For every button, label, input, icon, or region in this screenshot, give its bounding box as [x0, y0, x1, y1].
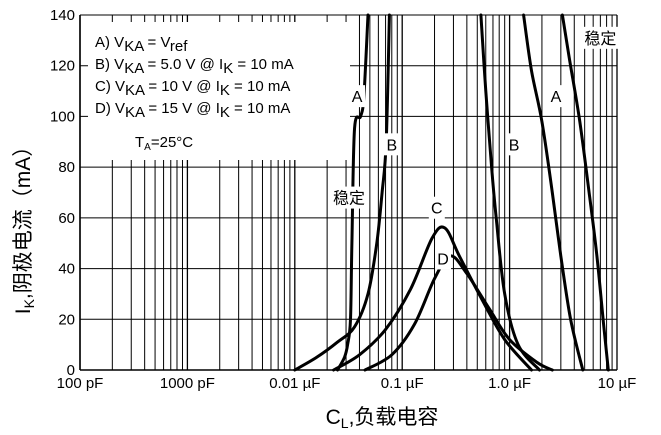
annotation-background — [329, 186, 370, 209]
series-line-c — [332, 225, 533, 372]
series-line-b-right — [479, 13, 541, 372]
series-line-a-right — [522, 13, 585, 372]
y-tick-label: 120 — [50, 58, 75, 75]
y-tick-label: 40 — [58, 261, 75, 278]
temperature-label: TA=25°C — [135, 134, 193, 153]
y-tick-label: 0 — [67, 362, 75, 379]
y-tick-label: 140 — [50, 7, 75, 24]
annotation-background — [383, 133, 400, 156]
y-tick-label: 100 — [50, 108, 75, 125]
stable-region-label: 稳定 — [333, 190, 365, 208]
curve-label: D — [437, 251, 449, 268]
y-axis-title: IK,阴极电流（mA） — [12, 136, 37, 315]
legend-background — [88, 22, 350, 160]
y-tick-label: 20 — [58, 311, 75, 328]
y-tick-labels: 0 20 40 60 80 100 120 140 — [50, 7, 75, 379]
legend-entry-c: C) VKA = 10 V @ IK = 10 mA — [95, 78, 290, 99]
stable-region-label: 稳定 — [584, 30, 616, 48]
y-tick-label: 80 — [58, 159, 75, 176]
x-tick-label: 0.01 µF — [269, 375, 320, 392]
curve-label: B — [386, 137, 397, 154]
annotation-background — [435, 247, 452, 270]
x-tick-label: 1.0 µF — [488, 375, 531, 392]
legend-entry-a: A) VKA = Vref — [95, 34, 188, 55]
annotation-background — [506, 133, 523, 156]
curve-label: A — [551, 89, 562, 106]
x-tick-labels: 100 pF 1000 pF 0.01 µF 0.1 µF 1.0 µF 10 µF — [57, 375, 637, 392]
x-tick-label: 1000 pF — [160, 375, 215, 392]
series-line-stable-right — [560, 13, 610, 372]
x-tick-label: 100 pF — [57, 375, 104, 392]
annotation-background — [349, 85, 366, 108]
curve-label: A — [352, 89, 363, 106]
x-tick-label: 10 µF — [598, 375, 637, 392]
x-tick-label: 0.1 µF — [381, 375, 424, 392]
curve-label: C — [431, 201, 443, 218]
legend-entry-b: B) VKA = 5.0 V @ IK = 10 mA — [95, 56, 294, 77]
y-tick-label: 60 — [58, 210, 75, 227]
annotation-background — [547, 85, 564, 108]
annotation-background — [428, 196, 445, 219]
legend: A) VKA = Vref B) VKA = 5.0 V @ IK = 10 m… — [88, 22, 350, 160]
curve-label: B — [509, 137, 520, 154]
x-axis-title: CL,负载电容 — [326, 406, 439, 431]
legend-entry-d: D) VKA = 15 V @ IK = 10 mA — [95, 100, 290, 121]
annotation-background — [580, 26, 621, 49]
